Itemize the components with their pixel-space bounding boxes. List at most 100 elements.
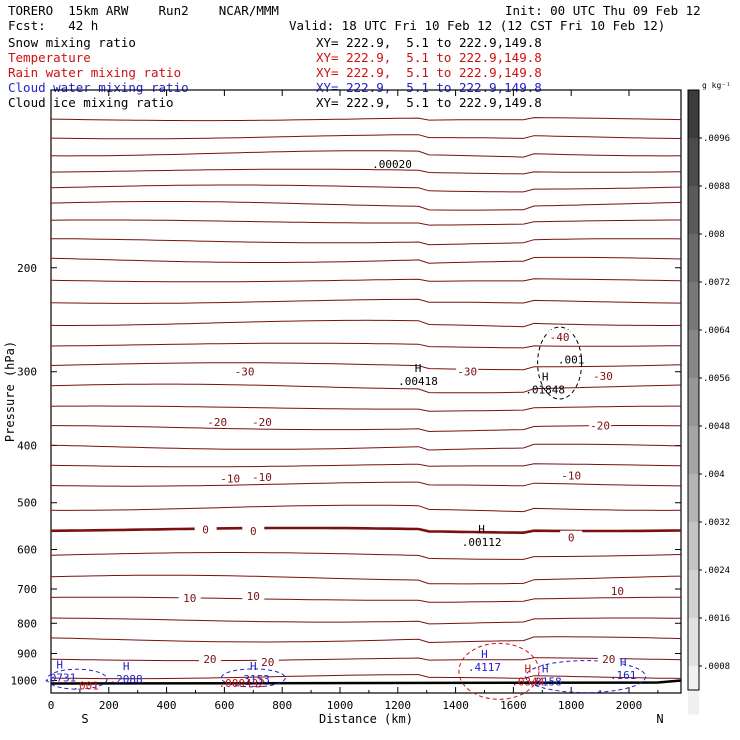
maximum-marker: H bbox=[620, 656, 627, 669]
temperature-contour bbox=[50, 201, 682, 211]
temperature-contour bbox=[50, 552, 682, 560]
maximum-value-label: .0344 bbox=[511, 675, 544, 688]
temperature-contour-label: -20 bbox=[207, 416, 227, 429]
maximum-value-label: .00418 bbox=[398, 375, 438, 388]
contour-label-background bbox=[206, 415, 229, 428]
temperature-contour bbox=[50, 463, 682, 468]
colorbar-swatch bbox=[688, 618, 699, 667]
colorbar-label: .0064 bbox=[703, 326, 730, 336]
maximum-value-label: .001 bbox=[558, 354, 585, 367]
x-tick-label: 1400 bbox=[442, 699, 469, 712]
cloud-water-contour bbox=[220, 668, 286, 688]
legend-rain-xy: XY= 222.9, 5.1 to 222.9,149.8 bbox=[316, 65, 542, 80]
contour-label-background bbox=[242, 589, 265, 602]
contour-label-background bbox=[233, 364, 256, 377]
y-tick-label: 600 bbox=[17, 543, 37, 556]
temperature-contour bbox=[50, 184, 682, 193]
temperature-contour bbox=[50, 443, 682, 451]
maximum-value-label: .01848 bbox=[525, 383, 565, 396]
maximum-marker: H bbox=[250, 660, 257, 673]
terrain-surface bbox=[50, 679, 682, 685]
temperature-contour-label: 10 bbox=[247, 590, 260, 603]
colorbar-label: .0056 bbox=[703, 374, 730, 384]
x-tick-label: 400 bbox=[157, 699, 177, 712]
y-tick-label: 1000 bbox=[11, 674, 38, 687]
maximum-value-label: .3158 bbox=[529, 675, 562, 688]
contour-label-background bbox=[178, 591, 201, 604]
temperature-contour bbox=[50, 319, 682, 328]
temperature-contour bbox=[50, 383, 682, 394]
legend-cloud-water-xy: XY= 222.9, 5.1 to 222.9,149.8 bbox=[316, 80, 542, 95]
maximum-marker: H bbox=[56, 659, 63, 672]
colorbar-swatch bbox=[688, 234, 699, 283]
colorbar-swatch bbox=[688, 138, 699, 187]
model-title: TORERO 15km ARW Run2 NCAR/MMM bbox=[8, 3, 279, 18]
y-tick-label: 200 bbox=[17, 262, 37, 275]
colorbar-label: .008 bbox=[703, 230, 725, 240]
contour-label-background bbox=[548, 330, 571, 343]
contour-label-background bbox=[194, 522, 217, 535]
colorbar-swatch bbox=[688, 282, 699, 331]
maximum-value-label: .4117 bbox=[468, 661, 501, 674]
legend-cloud-ice: Cloud ice mixing ratio bbox=[8, 95, 174, 110]
temperature-contour-label: -10 bbox=[561, 470, 581, 483]
colorbar-swatch bbox=[688, 522, 699, 571]
temperature-contour bbox=[50, 596, 681, 603]
x-tick-label: 1600 bbox=[500, 699, 527, 712]
temperature-contour bbox=[50, 617, 682, 625]
contour-label-background bbox=[591, 368, 614, 381]
contour-label-background bbox=[597, 652, 620, 665]
cloud-water-contour bbox=[525, 660, 647, 694]
temperature-contour bbox=[50, 238, 682, 246]
temperature-contour-label: 20 bbox=[203, 653, 216, 666]
temperature-contour-label: 0 bbox=[568, 532, 575, 545]
contour-label-background bbox=[560, 468, 583, 481]
cloud-water-contour bbox=[46, 668, 108, 690]
x-tick-label: 1200 bbox=[385, 699, 412, 712]
maximum-value-label: .161 bbox=[610, 669, 637, 682]
plot-frame bbox=[50, 89, 682, 694]
contour-label-background bbox=[250, 469, 273, 482]
temperature-contour-label: -20 bbox=[252, 416, 272, 429]
maximum-marker: H bbox=[481, 648, 488, 661]
contour-label-background bbox=[250, 415, 273, 428]
maximum-marker: H bbox=[542, 370, 549, 383]
temperature-contour bbox=[50, 168, 682, 175]
forecast-hour: Fcst: 42 h bbox=[8, 18, 99, 33]
maximum-marker: H bbox=[478, 523, 485, 536]
temperature-contour-label: -10 bbox=[252, 471, 272, 484]
contour-label-background bbox=[219, 471, 242, 484]
colorbar-swatch bbox=[688, 186, 699, 235]
colorbar-label: .0016 bbox=[703, 614, 730, 624]
temperature-contour bbox=[50, 504, 682, 513]
y-axis-title: Pressure (hPa) bbox=[3, 341, 17, 442]
colorbar-label: .0096 bbox=[703, 134, 730, 144]
colorbar-swatch bbox=[688, 474, 699, 523]
maximum-value-label: .00112 bbox=[462, 536, 502, 549]
temperature-contour-label: 20 bbox=[602, 653, 615, 666]
temperature-contour bbox=[50, 256, 682, 264]
temperature-contour bbox=[50, 117, 682, 122]
temperature-contour bbox=[50, 150, 682, 158]
temperature-contour bbox=[50, 278, 682, 283]
contour-label-background bbox=[456, 364, 479, 377]
north-endpoint-label: N bbox=[656, 712, 663, 726]
contour-label-background bbox=[242, 523, 265, 536]
colorbar-label: .0048 bbox=[703, 422, 730, 432]
temperature-contour-label: 0 bbox=[250, 525, 257, 538]
y-tick-label: 400 bbox=[17, 440, 37, 453]
x-tick-label: 1000 bbox=[327, 699, 354, 712]
valid-time: Valid: 18 UTC Fri 10 Feb 12 (12 CST Fri … bbox=[289, 18, 666, 33]
colorbar-label: .0032 bbox=[703, 518, 730, 528]
legend-cloud-ice-xy: XY= 222.9, 5.1 to 222.9,149.8 bbox=[316, 95, 542, 110]
rain-water-contour bbox=[458, 642, 540, 700]
colorbar-swatch bbox=[688, 378, 699, 427]
south-endpoint-label: S bbox=[81, 712, 88, 726]
maximum-value-label: .3153 bbox=[237, 673, 270, 686]
x-tick-label: 800 bbox=[272, 699, 292, 712]
colorbar-swatch bbox=[688, 90, 699, 139]
maximum-value-label: .00020 bbox=[372, 158, 412, 171]
temperature-contour-label: -30 bbox=[235, 366, 255, 379]
maximum-value-label: .001 bbox=[72, 679, 99, 692]
y-tick-label: 500 bbox=[17, 497, 37, 510]
